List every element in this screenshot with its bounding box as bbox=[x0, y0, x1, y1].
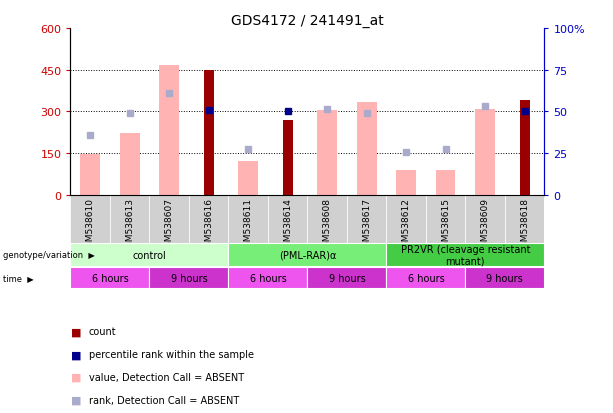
Bar bbox=[283, 120, 292, 195]
Bar bbox=[189, 195, 229, 243]
Bar bbox=[318, 111, 337, 195]
Text: 9 hours: 9 hours bbox=[487, 273, 524, 283]
Text: percentile rank within the sample: percentile rank within the sample bbox=[89, 349, 254, 359]
Bar bbox=[520, 101, 530, 195]
Text: GSM538610: GSM538610 bbox=[86, 197, 95, 252]
Bar bbox=[465, 195, 505, 243]
Text: GSM538615: GSM538615 bbox=[441, 197, 450, 252]
Text: GSM538617: GSM538617 bbox=[362, 197, 371, 252]
Bar bbox=[436, 171, 455, 195]
Bar bbox=[386, 244, 544, 267]
Bar bbox=[150, 268, 229, 289]
Bar bbox=[150, 195, 189, 243]
Bar bbox=[268, 195, 308, 243]
Bar bbox=[396, 170, 416, 195]
Bar bbox=[229, 195, 268, 243]
Text: genotype/variation  ▶: genotype/variation ▶ bbox=[3, 251, 95, 260]
Text: 6 hours: 6 hours bbox=[249, 273, 286, 283]
Bar bbox=[505, 195, 544, 243]
Bar bbox=[70, 195, 110, 243]
Text: time  ▶: time ▶ bbox=[3, 274, 34, 282]
Text: GSM538618: GSM538618 bbox=[520, 197, 529, 252]
Bar bbox=[386, 195, 426, 243]
Text: GSM538613: GSM538613 bbox=[125, 197, 134, 252]
Text: value, Detection Call = ABSENT: value, Detection Call = ABSENT bbox=[89, 372, 244, 382]
Bar bbox=[229, 268, 308, 289]
Bar bbox=[70, 244, 229, 267]
Bar bbox=[475, 110, 495, 195]
Bar bbox=[347, 195, 386, 243]
Text: PR2VR (cleavage resistant
mutant): PR2VR (cleavage resistant mutant) bbox=[401, 244, 530, 266]
Text: GSM538607: GSM538607 bbox=[165, 197, 173, 252]
Text: GSM538614: GSM538614 bbox=[283, 197, 292, 252]
Title: GDS4172 / 241491_at: GDS4172 / 241491_at bbox=[231, 14, 384, 28]
Text: 6 hours: 6 hours bbox=[91, 273, 128, 283]
Text: 9 hours: 9 hours bbox=[170, 273, 207, 283]
Bar bbox=[70, 268, 150, 289]
Text: rank, Detection Call = ABSENT: rank, Detection Call = ABSENT bbox=[89, 395, 239, 405]
Text: ■: ■ bbox=[70, 372, 81, 382]
Bar bbox=[465, 268, 544, 289]
Bar bbox=[426, 195, 465, 243]
Text: GSM538609: GSM538609 bbox=[481, 197, 490, 252]
Text: ■: ■ bbox=[70, 395, 81, 405]
Text: GSM538616: GSM538616 bbox=[204, 197, 213, 252]
Bar bbox=[80, 154, 100, 195]
Text: ■: ■ bbox=[70, 327, 81, 337]
Text: 9 hours: 9 hours bbox=[329, 273, 365, 283]
Text: count: count bbox=[89, 327, 116, 337]
Text: GSM538612: GSM538612 bbox=[402, 197, 411, 252]
Bar bbox=[120, 134, 140, 195]
Bar bbox=[110, 195, 150, 243]
Text: GSM538608: GSM538608 bbox=[322, 197, 332, 252]
Bar bbox=[238, 162, 258, 195]
Bar bbox=[159, 66, 179, 195]
Text: GSM538611: GSM538611 bbox=[244, 197, 253, 252]
Bar bbox=[307, 268, 386, 289]
Bar bbox=[204, 71, 214, 195]
Text: 6 hours: 6 hours bbox=[408, 273, 444, 283]
Bar bbox=[307, 195, 347, 243]
Text: ■: ■ bbox=[70, 349, 81, 359]
Text: (PML-RAR)α: (PML-RAR)α bbox=[279, 250, 336, 260]
Bar bbox=[386, 268, 465, 289]
Text: control: control bbox=[132, 250, 166, 260]
Bar bbox=[229, 244, 386, 267]
Bar bbox=[357, 102, 376, 195]
